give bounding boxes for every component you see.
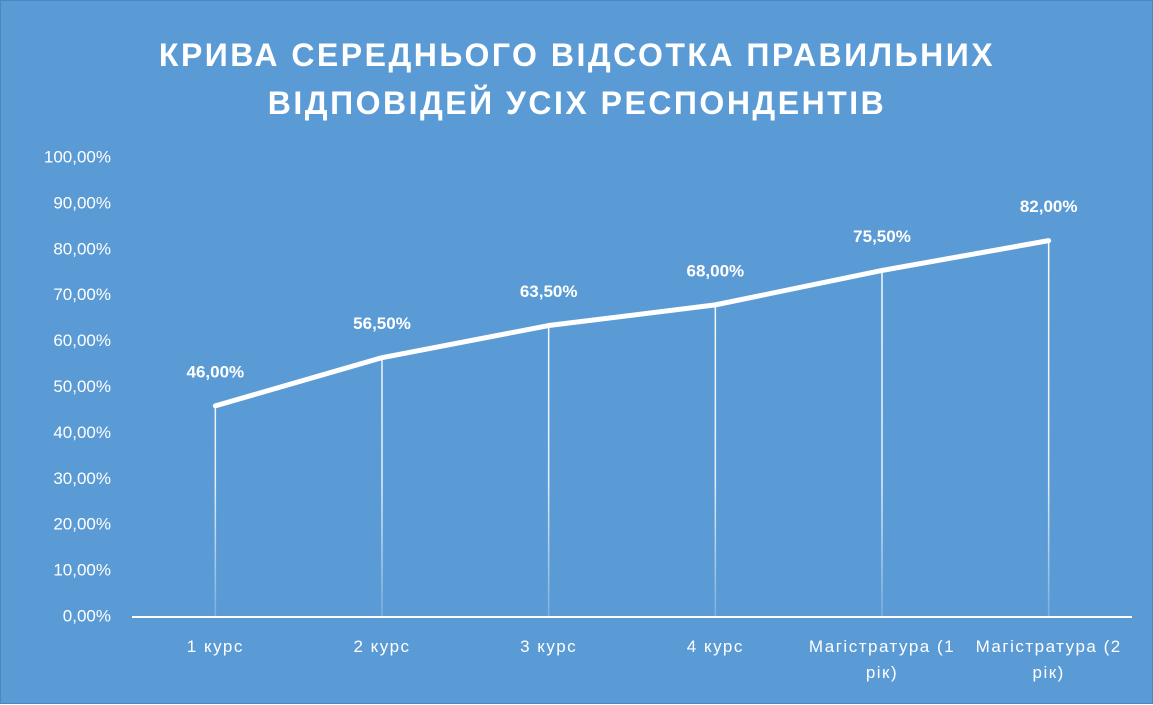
y-tick-label: 100,00% [44,147,111,166]
y-tick-label: 70,00% [53,285,111,304]
line [212,238,1052,409]
data-label: 68,00% [686,261,744,280]
y-tick-label: 50,00% [53,377,111,396]
y-tick-label: 80,00% [53,239,111,258]
y-tick-label: 0,00% [63,606,111,625]
data-label: 75,50% [853,227,911,246]
data-label: 56,50% [353,314,411,333]
y-tick-label: 20,00% [53,515,111,534]
x-tick-label: 3 курс [520,637,578,656]
chart-title: КРИВА СЕРЕДНЬОГО ВІДСОТКА ПРАВИЛЬНИХ ВІД… [158,37,996,121]
x-tick-label: Магістратура (2 рік) [975,637,1122,682]
x-tick-label: 4 курс [686,637,744,656]
data-label: 46,00% [186,362,244,381]
y-tick-label: 60,00% [53,331,111,350]
x-tick-label: 1 курс [186,637,244,656]
y-tick-label: 40,00% [53,423,111,442]
data-label: 82,00% [1020,197,1078,216]
x-tick-label: 2 курс [353,637,411,656]
y-tick-label: 30,00% [53,469,111,488]
x-tick-label: Магістратура (1 рік) [808,637,956,682]
y-tick-label: 90,00% [53,193,111,212]
y-tick-label: 10,00% [53,561,111,580]
data-label: 63,50% [520,282,578,301]
